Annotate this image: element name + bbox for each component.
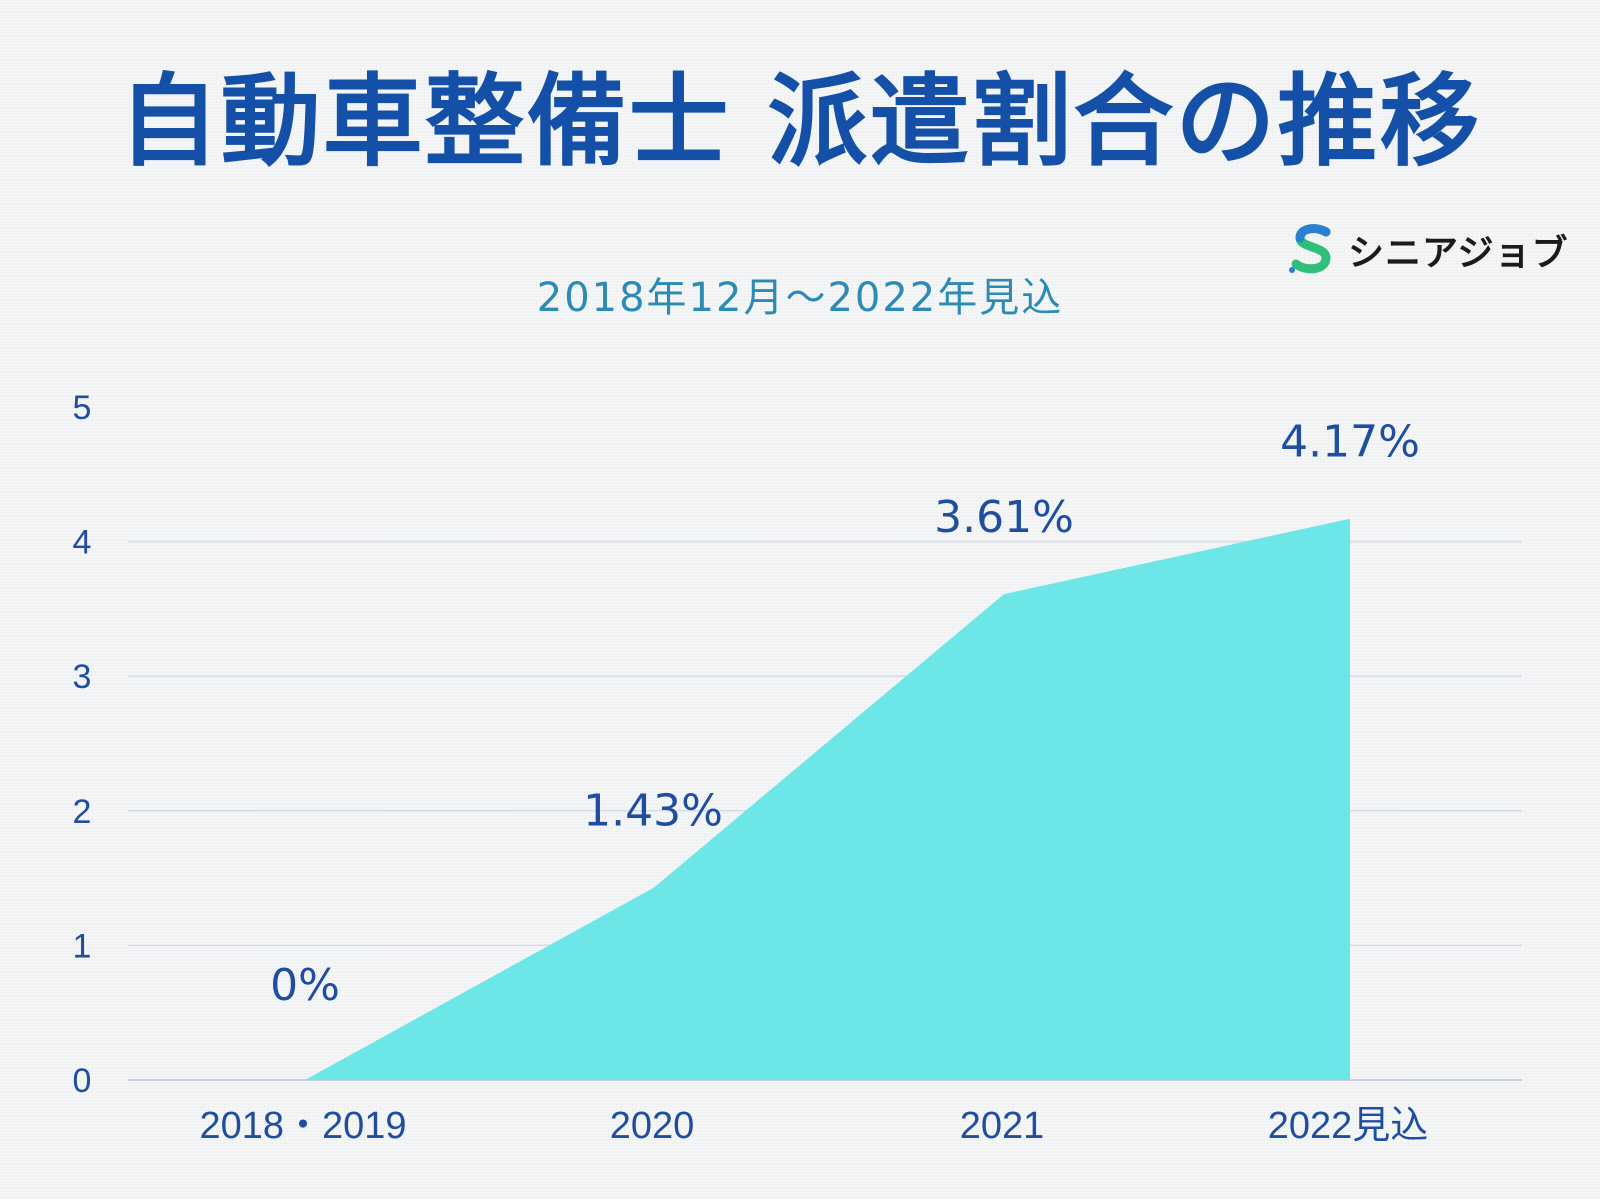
data-label: 1.43% — [583, 786, 723, 837]
data-label: 0% — [270, 960, 340, 1011]
s-logo-icon — [1289, 224, 1331, 274]
x-tick-label: 2022見込 — [1268, 1105, 1429, 1147]
area-series — [305, 518, 1350, 1080]
x-tick-label: 2020 — [610, 1105, 695, 1147]
y-tick-label: 3 — [73, 658, 92, 696]
x-tick-label: 2018・2019 — [199, 1105, 406, 1147]
y-tick-label: 2 — [73, 793, 92, 831]
x-tick-label: 2021 — [960, 1105, 1045, 1147]
data-labels: 0% 1.43% 3.61% 4.17% — [270, 417, 1420, 1011]
y-tick-label: 5 — [73, 389, 92, 427]
y-tick-label: 1 — [73, 927, 92, 965]
data-label: 3.61% — [934, 492, 1074, 543]
y-tick-label: 0 — [73, 1062, 92, 1100]
y-tick-label: 4 — [73, 524, 92, 562]
x-axis: 2018・2019 2020 2021 2022見込 — [199, 1105, 1428, 1147]
data-label: 4.17% — [1280, 417, 1420, 468]
chart-title: 自動車整備士 派遣割合の推移 — [118, 63, 1482, 180]
logo-text: シニアジョブ — [1348, 233, 1569, 274]
brand-logo: シニアジョブ — [1286, 222, 1569, 278]
chart-subtitle: 2018年12月～2022年見込 — [536, 275, 1064, 321]
y-axis: 0 1 2 3 4 5 — [73, 389, 92, 1100]
